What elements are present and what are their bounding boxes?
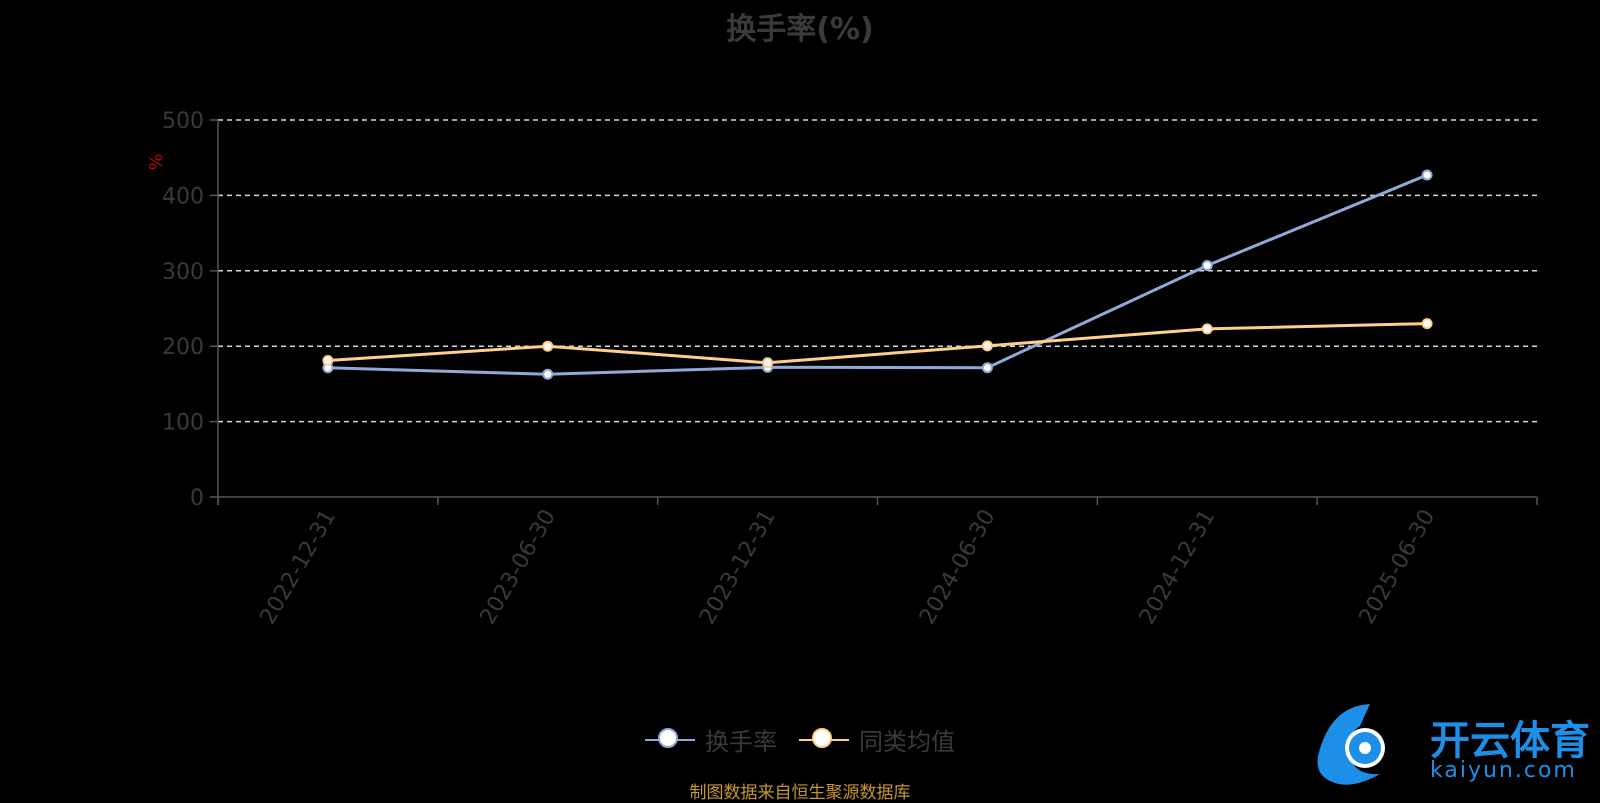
legend: 换手率 同类均值 <box>0 722 1600 757</box>
legend-label-turnover: 换手率 <box>705 728 777 756</box>
x-tick-label-4: 2024-12-31 <box>1135 506 1221 629</box>
y-tick-label-5: 500 <box>162 109 204 134</box>
series-1-point-3 <box>981 340 993 352</box>
y-tick-label-4: 400 <box>162 184 204 209</box>
kaiyun-logo-icon <box>1317 704 1385 785</box>
y-tick-label-1: 100 <box>162 411 204 436</box>
series-1-point-1 <box>542 340 554 352</box>
legend-marker-turnover <box>645 727 695 750</box>
legend-marker-peer-average <box>799 727 849 750</box>
series-0-point-1 <box>542 368 554 380</box>
source-note: 制图数据来自恒生聚源数据库 <box>689 783 911 803</box>
series-1-point-0 <box>322 355 334 367</box>
x-tick-label-3: 2024-06-30 <box>915 506 1001 629</box>
x-tick-label-0: 2022-12-31 <box>256 506 342 629</box>
chart-title: 换手率(%) <box>726 12 874 47</box>
y-tick-label-2: 200 <box>162 335 204 360</box>
y-tick-label-0: 0 <box>190 486 204 511</box>
series-line-1 <box>327 322 1428 365</box>
series-1-point-2 <box>762 357 774 369</box>
series-0-point-5 <box>1421 169 1433 181</box>
legend-label-peer-average: 同类均值 <box>859 728 955 756</box>
y-axis-label: % <box>146 153 167 170</box>
y-tick-label-3: 300 <box>162 260 204 285</box>
series-line-0 <box>327 173 1428 376</box>
series-0-point-3 <box>981 362 993 374</box>
series-0-point-4 <box>1201 260 1213 272</box>
legend-item-peer-average[interactable]: 同类均值 <box>799 722 955 757</box>
series-1-point-4 <box>1201 323 1213 335</box>
x-tick-label-2: 2023-12-31 <box>695 506 781 629</box>
x-tick-label-1: 2023-06-30 <box>475 506 561 629</box>
logo-name: 开云体育 <box>1430 718 1590 764</box>
legend-item-turnover[interactable]: 换手率 <box>645 722 777 757</box>
logo-domain: kaiyun.com <box>1430 758 1577 783</box>
x-tick-label-5: 2025-06-30 <box>1355 506 1441 629</box>
series-1-point-5 <box>1421 318 1433 330</box>
